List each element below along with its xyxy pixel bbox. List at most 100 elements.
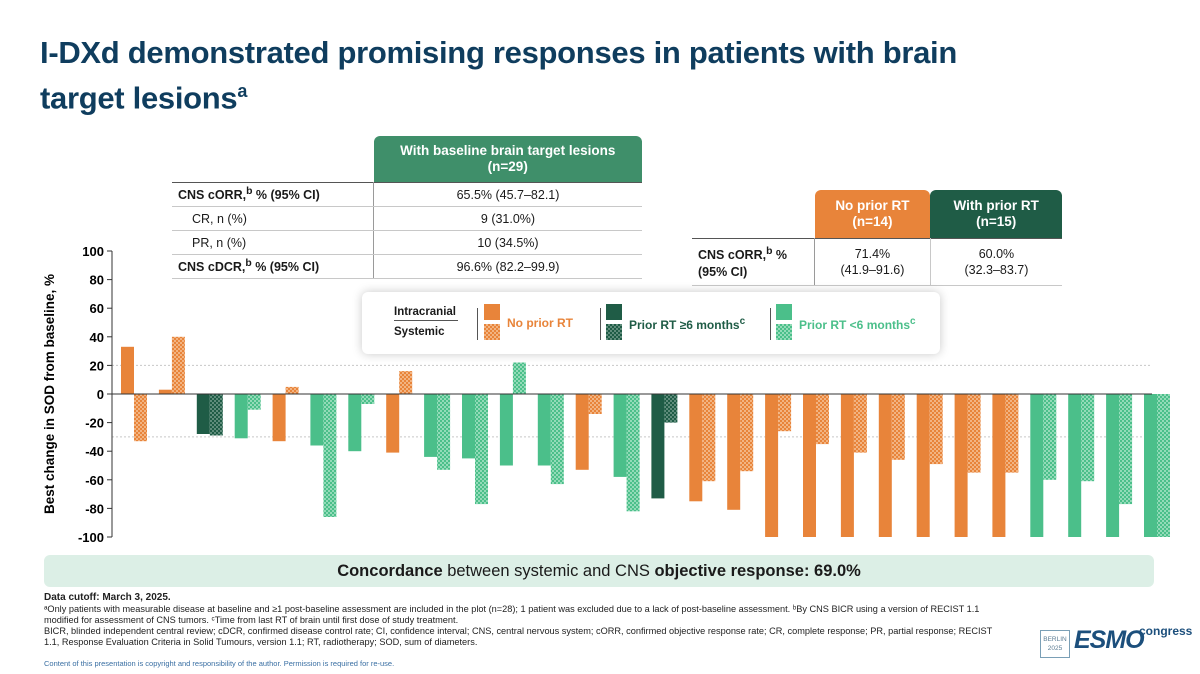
chart-legend: Intracranial Systemic No prior RT Prior … [362,292,940,354]
bar-patient-26-systemic [1081,394,1095,482]
bar-patient-3-systemic [209,394,223,436]
bar-patient-23-systemic [967,394,981,473]
bar-patient-3-intracranial [196,394,210,434]
bar-patient-2-intracranial [158,389,172,394]
swatch-no-prior-intracranial [484,304,500,320]
bar-patient-22-intracranial [916,394,930,537]
table-row: CR, n (%) 9 (31.0%) [172,206,642,231]
legend-prior-rt-ge6: Prior RT ≥6 monthsc [629,316,746,332]
legend-intracranial-label: Intracranial [394,306,456,318]
bar-patient-26-intracranial [1068,394,1082,537]
bar-patient-17-systemic [740,394,754,472]
bar-patient-28-intracranial [1144,394,1157,537]
footnotes: Data cutoff: March 3, 2025. ᵃOnly patien… [44,592,1004,648]
table-row: CNS cORR,b % (95% CI) 65.5% (45.7–82.1) [172,182,642,207]
bar-patient-20-intracranial [840,394,854,537]
legend-divider-line [394,320,458,321]
row-label-corr: CNS cORR,b % (95% CI) [172,182,374,207]
bar-patient-2-systemic [171,336,185,394]
bar-patient-13-intracranial [575,394,589,470]
table-header-baseline: With baseline brain target lesions (n=29) [373,136,642,183]
bar-patient-15-systemic [664,394,678,423]
row-value-pr: 10 (34.5%) [373,230,642,255]
bar-patient-18-intracranial [765,394,779,537]
swatch-prior-lt6-intracranial [776,304,792,320]
bar-patient-1-systemic [134,394,147,442]
bar-patient-20-systemic [853,394,867,453]
row-value-cdcr: 96.6% (82.2–99.9) [373,254,642,279]
bar-patient-24-systemic [1005,394,1019,473]
concordance-banner: Concordance between systemic and CNS obj… [44,555,1154,587]
bar-patient-10-intracranial [462,394,475,459]
bar-patient-11-intracranial [499,394,513,466]
bar-patient-9-intracranial [424,394,438,457]
y-tick-label: -80 [85,501,104,516]
footnote-a: ᵃOnly patients with measurable disease a… [44,604,980,625]
data-cutoff: Data cutoff: March 3, 2025. [44,592,171,603]
cns-response-table: With baseline brain target lesions (n=29)… [172,136,642,279]
legend-tick [770,308,771,340]
table-row: PR, n (%) 10 (34.5%) [172,230,642,255]
bar-patient-28-systemic [1157,394,1170,537]
bar-patient-15-intracranial [651,394,665,499]
bar-patient-10-systemic [475,394,488,505]
logo-congress: congress [1139,624,1193,638]
value-with-prior-rt: 60.0% (32.3–83.7) [930,238,1062,286]
row-label-cr: CR, n (%) [172,206,374,231]
waterfall-chart: Best change in SOD from baseline, % 100 8… [42,244,1170,545]
bar-patient-13-systemic [588,394,602,414]
bar-patient-19-intracranial [803,394,816,537]
legend-prior-rt-lt6: Prior RT <6 monthsc [799,316,916,332]
bar-patient-12-intracranial [537,394,551,466]
header-no-prior-rt: No prior RT (n=14) [814,190,931,239]
bar-patient-25-intracranial [1030,394,1044,537]
bar-patient-8-systemic [399,371,413,394]
bar-patient-27-intracranial [1106,394,1120,537]
bar-patient-9-systemic [437,394,451,470]
bar-patient-7-systemic [361,394,375,404]
bar-patient-24-intracranial [992,394,1006,537]
y-tick-label: 40 [90,330,104,345]
bar-patient-6-systemic [323,394,337,517]
bar-patient-27-systemic [1119,394,1133,505]
bar-patient-16-intracranial [689,394,703,502]
bar-patient-5-systemic [285,386,299,394]
bar-patient-11-systemic [512,362,526,394]
logo-wordmark: ESMO [1074,626,1145,654]
bar-patient-16-systemic [702,394,716,482]
row-label-rt-corr: CNS cORR,b % (95% CI) [692,238,815,286]
esmo-congress-logo: BERLIN 2025 ESMO congress [1040,622,1192,662]
bar-patient-8-intracranial [386,394,400,453]
y-axis-label: Best change in SOD from baseline, % [42,274,57,514]
row-value-corr: 65.5% (45.7–82.1) [373,182,642,207]
slide-title: I-DXd demonstrated promising responses i… [40,35,957,116]
y-tick-label: -100 [78,530,104,545]
swatch-no-prior-systemic [484,324,500,340]
bar-patient-14-intracranial [613,394,627,477]
y-tick-label: 0 [97,387,104,402]
legend-tick [600,308,601,340]
y-tick-label: 20 [90,358,104,373]
bar-patient-17-intracranial [727,394,741,510]
bar-patient-18-systemic [778,394,792,432]
bar-patient-14-systemic [626,394,640,512]
value-no-prior-rt: 71.4% (41.9–91.6) [814,238,931,286]
y-tick-label: 60 [90,301,104,316]
bar-patient-1-intracranial [121,346,134,394]
bar-patient-25-systemic [1043,394,1057,480]
bar-patient-23-intracranial [954,394,968,537]
bar-patient-7-intracranial [348,394,362,452]
bar-patient-4-systemic [247,394,261,410]
header-with-prior-rt: With prior RT (n=15) [930,190,1062,239]
bar-patient-6-intracranial [310,394,324,446]
copyright-notice: Content of this presentation is copyrigh… [44,659,395,668]
bar-patient-5-intracranial [272,394,286,442]
row-label-pr: PR, n (%) [172,230,374,255]
y-tick-label: -40 [85,444,104,459]
bar-patient-22-systemic [929,394,943,465]
row-label-cdcr: CNS cDCR,b % (95% CI) [172,254,374,279]
legend-systemic-label: Systemic [394,326,445,338]
swatch-prior-lt6-systemic [776,324,792,340]
y-tick-label: 100 [82,244,104,259]
y-tick-label: 80 [90,273,104,288]
